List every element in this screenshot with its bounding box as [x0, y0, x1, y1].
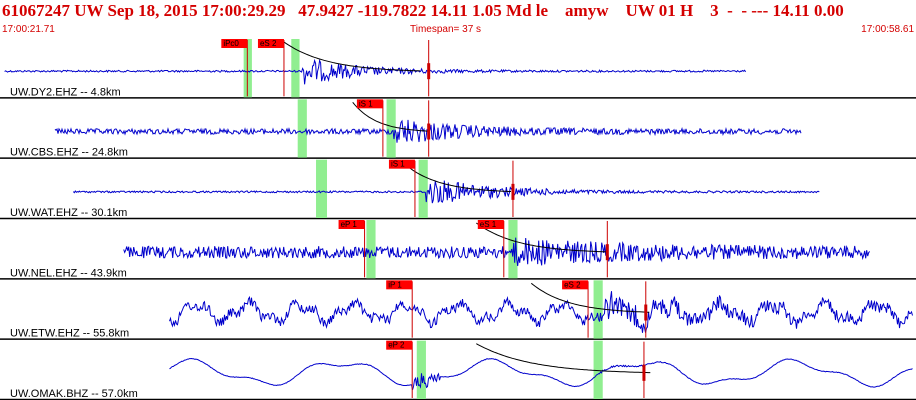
pick-label-box[interactable]	[562, 280, 589, 290]
coda-curve	[530, 282, 650, 313]
pick-label: iP 1	[388, 280, 402, 289]
pick-window	[291, 39, 300, 98]
pick-window	[416, 340, 426, 399]
waveform	[123, 237, 871, 266]
station-label: UW.WAT.EHZ -- 30.1km	[10, 207, 127, 219]
pick-label: iS 1	[391, 160, 405, 169]
pick-label-box[interactable]	[386, 340, 413, 350]
timespan-label: Timespan= 37 s	[410, 24, 482, 35]
coda-end-marker[interactable]	[511, 183, 515, 200]
trace-panel[interactable]: iS 1 UW.CBS.EHZ -- 24.8km	[0, 99, 916, 159]
pick-label-box[interactable]	[221, 39, 248, 48]
pick-label-box[interactable]	[338, 220, 365, 229]
pick-window	[366, 220, 376, 279]
coda-curve	[476, 222, 609, 253]
event-header: 61067247 UW Sep 18, 2015 17:00:29.29 47.…	[0, 0, 916, 38]
pick-label: eS 2	[260, 39, 277, 48]
coda-end-marker[interactable]	[644, 304, 648, 321]
end-time: 17:00:58.61	[861, 24, 914, 35]
seismogram-panel[interactable]: iPc0 eS 2 UW.DY2.EHZ -- 4.8km iS 1 UW.CBS.EH…	[0, 38, 916, 400]
pick-window	[593, 340, 603, 399]
coda-end-marker[interactable]	[642, 364, 646, 381]
pick-window	[297, 99, 307, 158]
waveform	[4, 58, 747, 85]
pick-label-box[interactable]	[386, 280, 413, 290]
coda-curve	[402, 162, 511, 192]
pick-label: eS 2	[564, 280, 581, 289]
trace-panel[interactable]: eP 2 UW.OMAK.BHZ -- 57.0km	[0, 340, 916, 400]
station-label: UW.ETW.EHZ -- 55.8km	[10, 328, 129, 340]
pick-label-box[interactable]	[477, 220, 504, 229]
pick-label: eS 1	[480, 220, 497, 229]
station-label: UW.OMAK.BHZ -- 57.0km	[10, 388, 138, 400]
waveform	[169, 357, 913, 391]
pick-window	[316, 159, 328, 218]
coda-curve	[352, 101, 429, 132]
trace-panel[interactable]: eP 1 eS 1 UW.NEL.EHZ -- 43.9km	[0, 220, 916, 280]
time-axis-labels: 17:00:21.71 Timespan= 37 s 17:00:58.61	[0, 24, 916, 38]
pick-label: eP 1	[341, 220, 358, 229]
waveform	[72, 180, 820, 204]
waveform	[169, 291, 913, 333]
trace-panel[interactable]: iS 1 UW.WAT.EHZ -- 30.1km	[0, 159, 916, 220]
pick-label: iS 1	[359, 99, 373, 108]
coda-end-marker[interactable]	[427, 123, 431, 140]
coda-end-marker[interactable]	[605, 244, 609, 261]
pick-label-box[interactable]	[388, 159, 415, 169]
pick-label-box[interactable]	[356, 99, 383, 109]
station-label: UW.CBS.EHZ -- 24.8km	[10, 147, 128, 159]
pick-label-box[interactable]	[257, 39, 284, 48]
start-time: 17:00:21.71	[2, 24, 55, 35]
pick-window	[386, 99, 396, 158]
trace-panel[interactable]: iP 1 eS 2 UW.ETW.EHZ -- 55.8km	[0, 280, 916, 340]
event-title: 61067247 UW Sep 18, 2015 17:00:29.29 47.…	[2, 1, 844, 20]
coda-end-marker[interactable]	[427, 63, 431, 80]
station-label: UW.DY2.EHZ -- 4.8km	[10, 86, 121, 98]
pick-window	[418, 159, 428, 218]
coda-curve	[283, 41, 421, 72]
trace-panel[interactable]: iPc0 eS 2 UW.DY2.EHZ -- 4.8km	[0, 39, 916, 99]
pick-window	[593, 280, 603, 339]
pick-label: iPc0	[223, 39, 239, 48]
station-label: UW.NEL.EHZ -- 43.9km	[10, 267, 127, 279]
pick-label: eP 2	[388, 341, 405, 350]
coda-curve	[476, 343, 651, 374]
